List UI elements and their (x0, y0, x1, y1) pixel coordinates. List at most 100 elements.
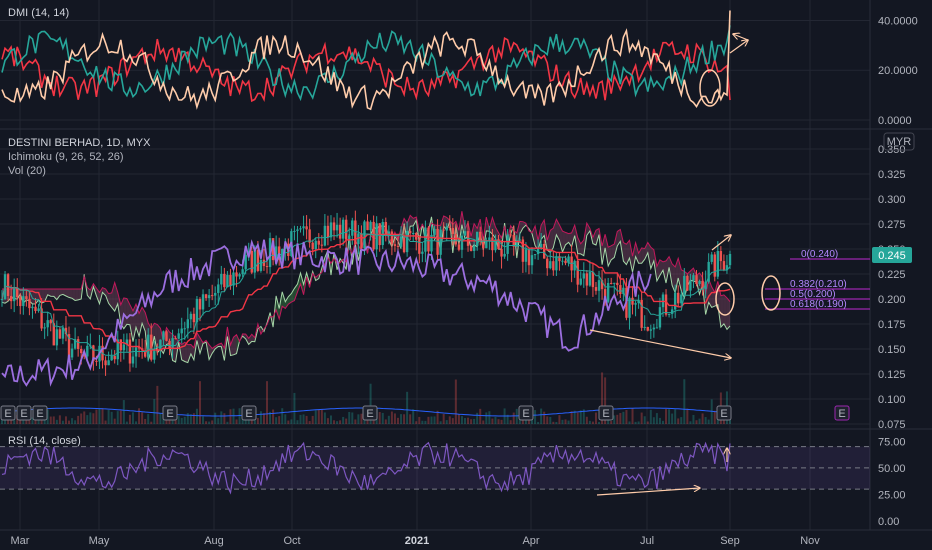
volume-bar (74, 420, 77, 424)
ichimoku-span-b (2, 211, 731, 350)
candle-body (104, 360, 107, 366)
volume-bar (585, 416, 588, 424)
candle-body (616, 282, 619, 286)
earnings-marker-future[interactable] (834, 405, 850, 421)
candle-body (277, 246, 281, 260)
candle-body (250, 250, 253, 273)
dmi-pane[interactable] (1, 10, 731, 111)
price-tick-label: 0.325 (878, 169, 906, 181)
candle-body (49, 320, 52, 324)
adx-line (1, 10, 731, 111)
candle-body (719, 251, 723, 262)
earnings-marker[interactable] (716, 405, 732, 421)
candle-body (451, 228, 455, 234)
volume-bar (198, 381, 201, 424)
candle-body (207, 295, 211, 299)
candle-body (226, 274, 229, 288)
candle-body (116, 339, 119, 360)
earnings-marker[interactable] (362, 405, 378, 421)
candle-body (631, 297, 634, 305)
ichimoku-cloud-segment (547, 230, 551, 253)
time-axis-label: 2021 (405, 535, 429, 547)
volume-bar (543, 411, 546, 424)
volume-bar (159, 413, 162, 424)
earnings-marker[interactable] (518, 405, 534, 421)
earnings-marker[interactable] (598, 405, 614, 421)
dmi-tick-label: 0.0000 (878, 115, 912, 127)
symbol-title[interactable]: DESTINI BERHAD, 1D, MYX (8, 137, 151, 149)
earnings-marker[interactable] (241, 405, 257, 421)
candle-body (119, 339, 122, 351)
candle-body (442, 229, 445, 231)
volume-bar (95, 409, 98, 424)
volume-bar (357, 414, 360, 424)
earnings-marker[interactable] (162, 405, 178, 421)
candle-body (235, 272, 238, 277)
candle-body (238, 274, 241, 277)
candle-body (716, 251, 720, 277)
volume-bar (125, 421, 128, 424)
candle-body (695, 275, 698, 285)
candle-body (390, 231, 394, 245)
volume-bar (177, 416, 180, 424)
ichimoku-cloud-segment (218, 343, 222, 347)
volume-bar (275, 417, 278, 424)
volume-bar (141, 412, 144, 424)
volume-bar (479, 408, 482, 424)
volume-bar (186, 413, 189, 424)
earnings-marker[interactable] (16, 405, 32, 421)
fib-level-label: 0.618(0.190) (790, 299, 847, 310)
volume-bar (189, 414, 192, 424)
volume-bar (491, 418, 494, 424)
candle-body (494, 239, 497, 251)
dmi-axis: 40.0000 20.0000 0.0000 (878, 15, 918, 127)
candle-body (70, 348, 74, 358)
grid (0, 0, 870, 530)
earnings-marker[interactable] (32, 405, 48, 421)
volume-bar (208, 421, 211, 424)
volume-bar (409, 414, 412, 424)
ichimoku-cloud-segment (50, 288, 54, 297)
volume-bar (476, 412, 479, 424)
candle-body (171, 338, 174, 349)
candle-body (664, 294, 668, 315)
volume-bar (31, 417, 34, 424)
candle-body (335, 224, 339, 231)
volume-bar (671, 413, 674, 424)
earnings-marker-label: E (166, 408, 173, 420)
volume-bar (223, 413, 226, 424)
volume-bar (570, 411, 573, 424)
candle-body (521, 239, 525, 262)
candle-body (436, 228, 439, 255)
volume-bar (98, 408, 101, 424)
earnings-marker[interactable] (0, 405, 16, 421)
volume-bar (293, 392, 296, 424)
volume-bar (649, 409, 652, 424)
candle-body (143, 350, 147, 357)
volume-legend[interactable]: Vol (20) (8, 165, 46, 177)
currency-badge[interactable] (883, 132, 915, 151)
candle-body (162, 331, 165, 340)
price-axis[interactable]: 0.3500.3250.3000.2750.2500.2250.2000.175… (878, 144, 906, 431)
rsi-axis: 75.00 50.00 25.00 0.00 (878, 436, 906, 528)
time-axis[interactable]: Mar May Aug Oct 2021 Apr Jul Sep Nov (11, 535, 821, 547)
ichimoku-legend[interactable]: Ichimoku (9, 26, 52, 26) (8, 151, 124, 163)
fib-level-label: 0.5(0.200) (790, 289, 836, 300)
candle-body (536, 248, 540, 255)
candle-body (533, 254, 537, 256)
candle-body (19, 297, 22, 307)
time-axis-label: Jul (640, 535, 654, 547)
volume-bar (661, 420, 664, 424)
candle-body (83, 353, 86, 357)
volume-bar (576, 412, 579, 424)
candle-body (698, 280, 701, 285)
volume-bar (354, 419, 357, 424)
price-tick-label: 0.225 (878, 269, 906, 281)
volume-bar (305, 415, 308, 424)
volume-bar (229, 409, 232, 424)
rsi-pane[interactable] (0, 441, 870, 495)
candle-body (6, 274, 10, 296)
candle-body (658, 307, 662, 328)
